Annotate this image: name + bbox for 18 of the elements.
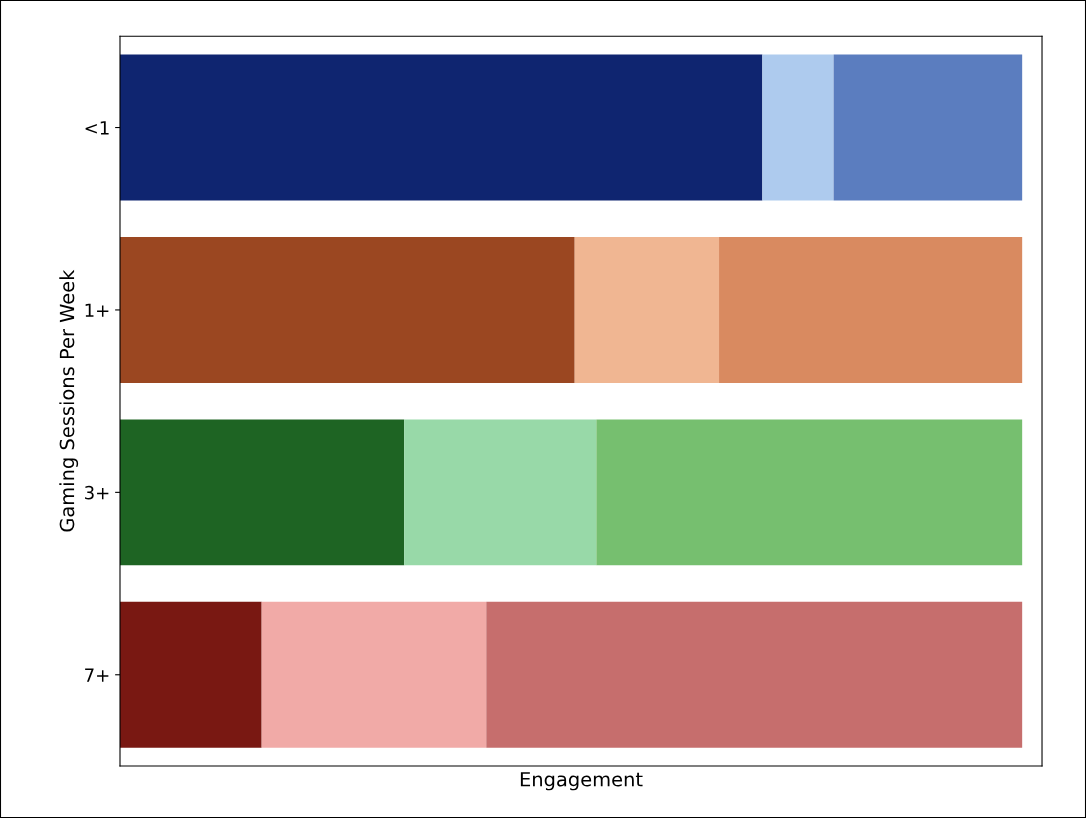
bar — [486, 601, 1023, 748]
y-tick-label: 7+ — [85, 668, 109, 682]
bar — [261, 601, 487, 748]
bar — [120, 54, 763, 201]
bar — [120, 601, 262, 748]
bar — [120, 419, 405, 566]
bar — [719, 236, 1023, 383]
y-tick-label: <1 — [85, 121, 109, 135]
bar — [574, 236, 720, 383]
bar — [120, 236, 575, 383]
y-axis-title: Gaming Sessions Per Week — [59, 269, 79, 532]
bar — [404, 419, 597, 566]
x-axis-title: Engagement — [520, 772, 643, 791]
y-tick-label: 1+ — [85, 303, 109, 317]
bar — [833, 54, 1023, 201]
bar — [596, 419, 1023, 566]
bar — [762, 54, 834, 201]
y-tick-label: 3+ — [85, 485, 109, 500]
